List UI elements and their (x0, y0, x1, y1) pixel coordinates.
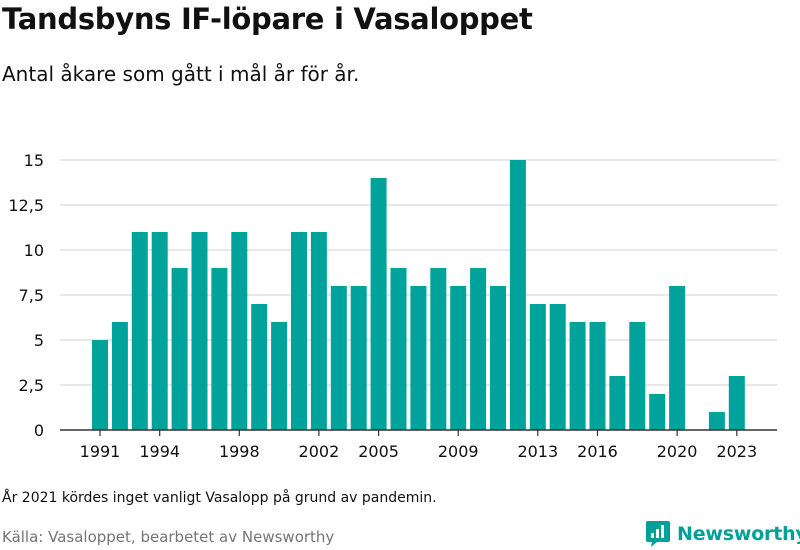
y-tick-label: 15 (24, 151, 44, 170)
bar-2018 (629, 322, 646, 430)
x-tick-label: 2009 (438, 442, 479, 461)
x-tick-label: 2020 (657, 442, 698, 461)
bar-2006 (390, 268, 407, 430)
x-tick-label: 2023 (716, 442, 757, 461)
bar-2002 (310, 232, 327, 430)
bar-1997 (211, 268, 228, 430)
bar-2014 (549, 304, 566, 430)
x-tick-label: 1991 (80, 442, 121, 461)
bar-2003 (330, 286, 347, 430)
bar-2011 (490, 286, 506, 430)
bar-2000 (271, 322, 288, 430)
x-tick-label: 1994 (139, 442, 180, 461)
bar-2015 (569, 322, 586, 430)
y-tick-label: 7,5 (19, 286, 44, 305)
bar-1992 (111, 322, 128, 430)
x-tick-label: 2005 (358, 442, 399, 461)
bar-1996 (191, 232, 208, 430)
bar-2005 (370, 178, 387, 430)
bar-2004 (350, 286, 367, 430)
x-tick-label: 2016 (577, 442, 618, 461)
bar-2023 (728, 376, 745, 430)
footnote: År 2021 kördes inget vanligt Vasalopp på… (2, 490, 437, 506)
x-axis-tick-labels: 1991 1994 1998 2002 2005 2009 2013 2016 2020 2023 (80, 442, 758, 461)
bar-2017 (609, 376, 626, 430)
bar-1991 (92, 340, 108, 430)
newsworthy-logo[interactable]: Newsworthy (645, 520, 800, 548)
chart-subtitle: Antal åkare som gått i mål år för år. (2, 62, 360, 86)
bar-2012 (509, 160, 526, 430)
bar-2020 (669, 286, 686, 430)
newsworthy-logo-icon (646, 521, 670, 547)
y-tick-label: 10 (24, 241, 44, 260)
bar-2007 (410, 286, 427, 430)
bar-2009 (450, 286, 467, 430)
bar-1995 (171, 268, 188, 430)
bar-2008 (430, 268, 447, 430)
y-tick-label: 0 (34, 421, 44, 440)
chart-title: Tandsbyns IF-löpare i Vasaloppet (2, 2, 533, 36)
x-tick-label: 1998 (219, 442, 260, 461)
x-axis (60, 429, 777, 436)
y-tick-label: 2,5 (19, 376, 44, 395)
bar-1999 (251, 304, 268, 430)
bar-2013 (529, 304, 546, 430)
bar-2010 (470, 268, 487, 430)
bar-2016 (589, 322, 606, 430)
y-tick-label: 12,5 (8, 196, 44, 215)
bar-2022 (708, 412, 725, 430)
bar-1994 (151, 232, 168, 430)
y-axis-tick-labels: 0 2,5 5 7,5 10 12,5 15 (8, 151, 44, 440)
bar-2001 (291, 232, 307, 430)
x-tick-label: 2013 (517, 442, 558, 461)
x-tick-label: 2002 (299, 442, 340, 461)
bar-1993 (131, 232, 148, 430)
bars (92, 160, 745, 430)
logo-text: Newsworthy (677, 523, 800, 545)
bar-1998 (231, 232, 248, 430)
source-credit: Källa: Vasaloppet, bearbetet av Newswort… (2, 528, 335, 546)
bar-2019 (649, 394, 666, 430)
y-tick-label: 5 (34, 331, 44, 350)
